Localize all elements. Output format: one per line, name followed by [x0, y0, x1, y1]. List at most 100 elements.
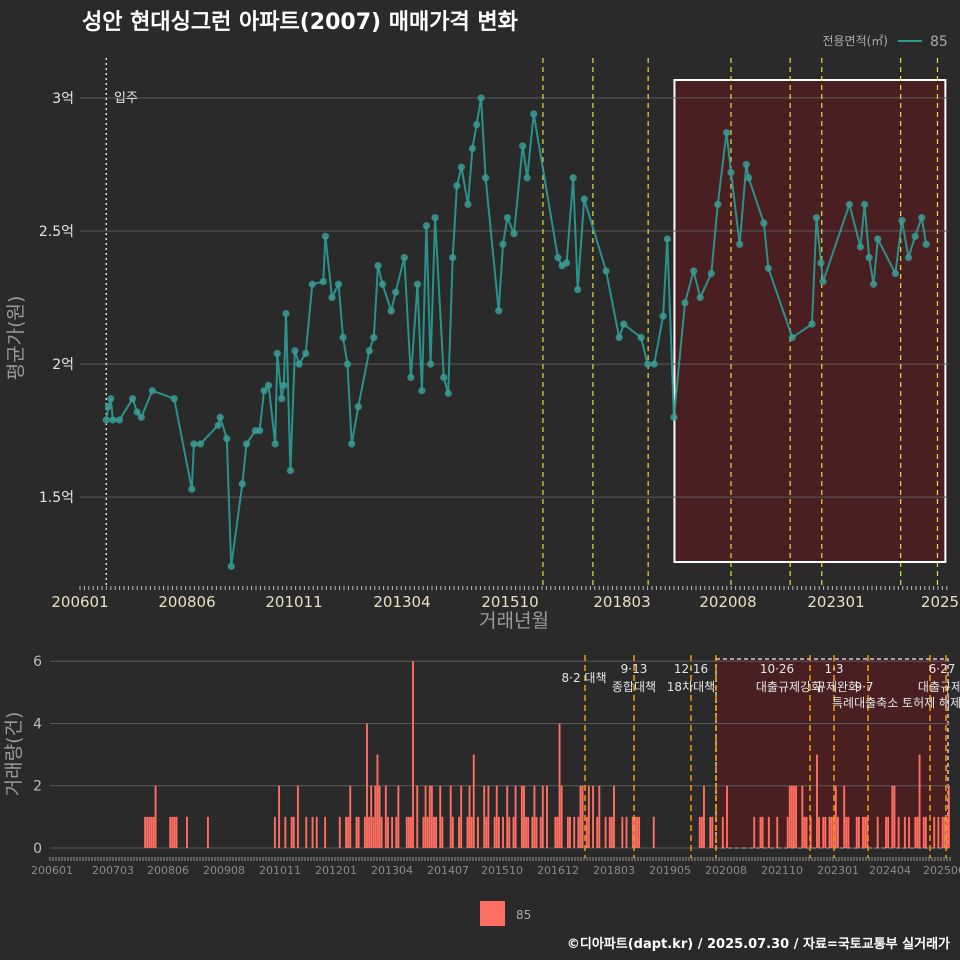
price-point [188, 485, 196, 493]
volume-bar [430, 785, 433, 848]
volume-bar [357, 816, 360, 848]
volume-bar [862, 816, 864, 848]
volume-bar [148, 816, 151, 848]
price-point [280, 381, 288, 389]
volume-bar [795, 785, 798, 848]
volume-bar [579, 785, 582, 848]
volume-bar [169, 816, 172, 848]
price-point [620, 320, 628, 328]
price-point [760, 219, 768, 227]
volume-bar [541, 785, 544, 848]
volume-bar [512, 816, 515, 848]
volume-bar [828, 816, 831, 848]
volume-bar [866, 816, 869, 848]
volume-bar [558, 723, 561, 848]
volume-bar [527, 816, 530, 848]
price-point [444, 389, 452, 397]
price-point [137, 413, 145, 421]
volume-bar [508, 816, 511, 848]
volume-bar [818, 816, 821, 848]
volume-bar [945, 816, 948, 848]
volume-bar [830, 816, 833, 848]
price-point [523, 174, 531, 182]
price-point [714, 200, 722, 208]
volume-bar [554, 816, 557, 848]
x-tick-label: 200806 [158, 593, 215, 611]
y-tick-label: 3억 [52, 91, 74, 107]
x-tick-label: 200806 [147, 864, 189, 877]
policy-event-label: 6·27 [929, 662, 956, 676]
price-point [449, 254, 457, 262]
volume-bar [569, 816, 571, 848]
volume-bar [347, 816, 350, 848]
volume-bar [290, 816, 293, 848]
volume-bar [834, 785, 837, 848]
price-point [387, 307, 395, 315]
volume-bar [721, 816, 724, 848]
volume-bar [816, 754, 818, 848]
source-footer: ©디아파트(dapt.kr) / 2025.07.30 / 자료=국토교통부 실… [567, 936, 950, 952]
price-point [431, 214, 439, 222]
price-point [477, 94, 485, 102]
volume-bar [497, 816, 500, 848]
policy-event-label: 규제완화 [815, 680, 859, 694]
volume-bar [311, 816, 314, 848]
volume-bar [514, 785, 517, 848]
price-point [286, 466, 295, 475]
volume-bar [186, 816, 188, 848]
volume-bar [891, 785, 894, 848]
price-point [464, 200, 472, 208]
x-tick-label: 201510 [481, 593, 538, 611]
volume-bar [631, 816, 634, 848]
x-tick-label: 200601 [31, 864, 73, 877]
y-tick-label: 2억 [52, 357, 74, 373]
price-point [681, 299, 689, 307]
price-point [378, 280, 387, 288]
x-tick-label: 201011 [259, 864, 301, 877]
volume-bar [793, 785, 795, 848]
volume-bar [636, 816, 638, 848]
price-point [319, 277, 327, 286]
price-point [745, 174, 753, 182]
volume-bar [824, 816, 827, 848]
volume-bar [171, 816, 174, 848]
top-highlight-region [673, 79, 947, 563]
volume-bar [433, 816, 435, 848]
price-point [104, 403, 113, 411]
volume-bar [596, 816, 599, 848]
volume-bar [386, 816, 389, 848]
volume-bar [539, 816, 542, 848]
volume-bar [753, 816, 756, 848]
price-point [742, 160, 750, 169]
policy-event-label: 9·13 [621, 662, 648, 676]
price-point [282, 309, 290, 318]
volume-bar [472, 754, 475, 848]
price-point [856, 243, 865, 251]
price-point [690, 267, 698, 275]
volume-bar [711, 816, 714, 848]
price-point [427, 360, 435, 368]
policy-event-label: 대출규제강화 [756, 680, 822, 694]
price-point [129, 395, 137, 403]
y-tick-label: 2.5억 [39, 224, 74, 240]
x-tick-label: 202008 [699, 593, 756, 611]
x-tick-label: 201803 [593, 864, 635, 877]
volume-bar [585, 816, 588, 848]
price-point [869, 280, 878, 288]
volume-bar [366, 723, 368, 848]
volume-bar [470, 816, 473, 848]
volume-bar [206, 816, 209, 848]
price-point [663, 235, 671, 243]
volume-bar [439, 785, 442, 848]
highlight-box [715, 658, 949, 849]
volume-bar [487, 785, 490, 848]
volume-legend-swatch [480, 901, 505, 926]
highlight-box [673, 79, 947, 563]
price-series [102, 94, 930, 570]
volume-bar [922, 816, 925, 848]
y-tick-label: 2 [33, 779, 42, 795]
policy-event-label: 9·7 [854, 680, 873, 694]
price-point [503, 214, 512, 222]
volume-bar [855, 816, 858, 848]
volume-bar [405, 816, 408, 848]
